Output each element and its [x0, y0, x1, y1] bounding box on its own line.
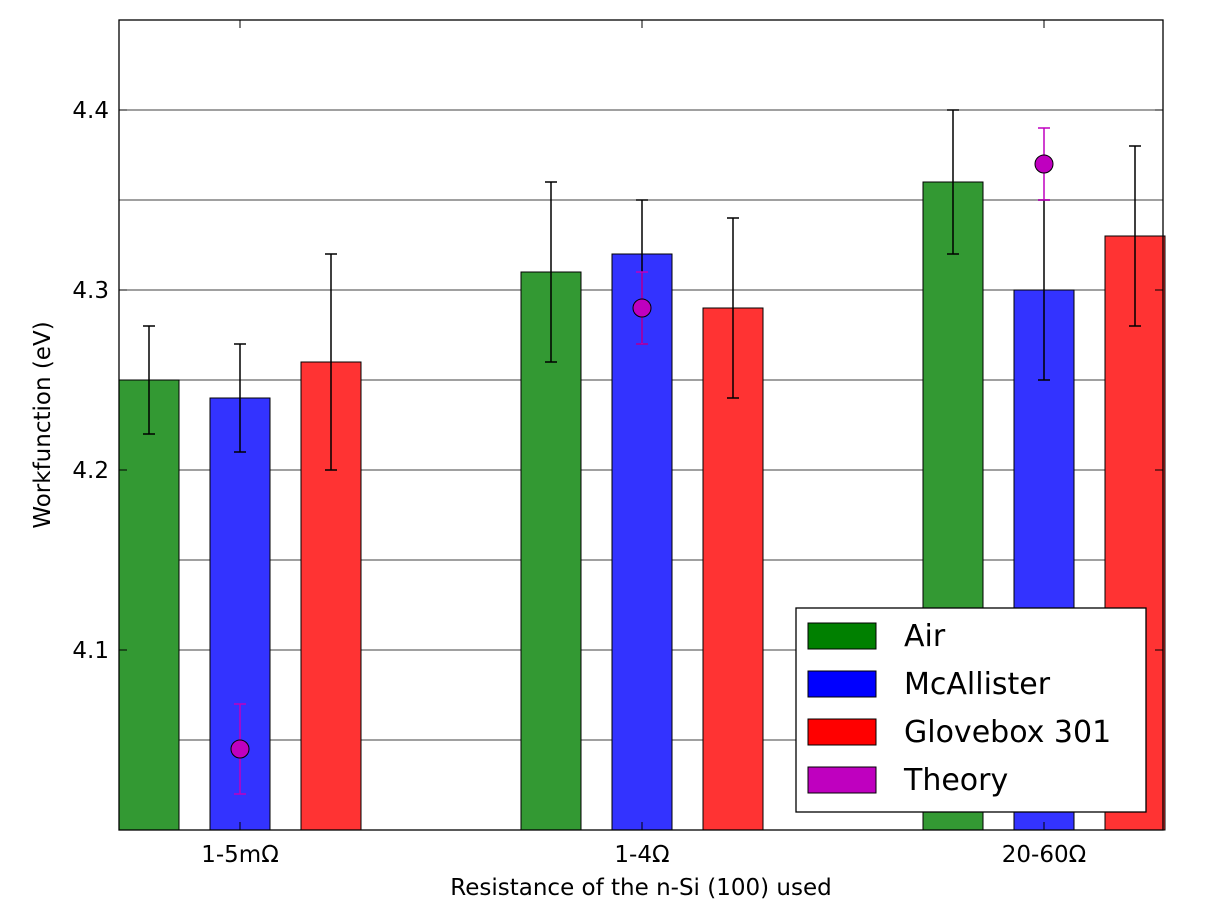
legend-label: Air: [904, 619, 946, 654]
legend-label: Glovebox 301: [904, 715, 1111, 750]
bar: [118, 379, 180, 831]
bar: [520, 271, 582, 831]
theory-point: [632, 298, 652, 318]
x-axis-label: Resistance of the n-Si (100) used: [450, 875, 831, 901]
x-tick-label: 1-5mΩ: [201, 842, 279, 868]
plot-frame: [118, 19, 1164, 831]
y-tick-label: 4.1: [72, 638, 109, 664]
y-tick-label: 4.3: [72, 278, 109, 304]
bars: [118, 181, 1166, 831]
legend: Air McAllister Glovebox 301 Theory: [795, 607, 1147, 813]
y-tick-label: 4.4: [72, 98, 109, 124]
theory-point: [1034, 154, 1054, 174]
legend-swatch: [807, 670, 877, 698]
axis-ticks: 4.1 4.2 4.3 4.4 1-5mΩ 1-4Ω 20-60Ω: [72, 20, 1163, 868]
theory-points: [230, 127, 1054, 795]
y-tick-label: 4.2: [72, 458, 109, 484]
theory-point: [230, 739, 250, 759]
bar: [611, 253, 673, 831]
x-tick-label: 1-4Ω: [614, 842, 669, 868]
legend-swatch: [807, 718, 877, 746]
legend-swatch: [807, 622, 877, 650]
legend-label: Theory: [903, 763, 1008, 798]
legend-label: McAllister: [904, 667, 1051, 702]
y-axis-label: Workfunction (eV): [30, 321, 56, 528]
legend-swatch: [807, 766, 877, 794]
x-tick-label: 20-60Ω: [1002, 842, 1086, 868]
